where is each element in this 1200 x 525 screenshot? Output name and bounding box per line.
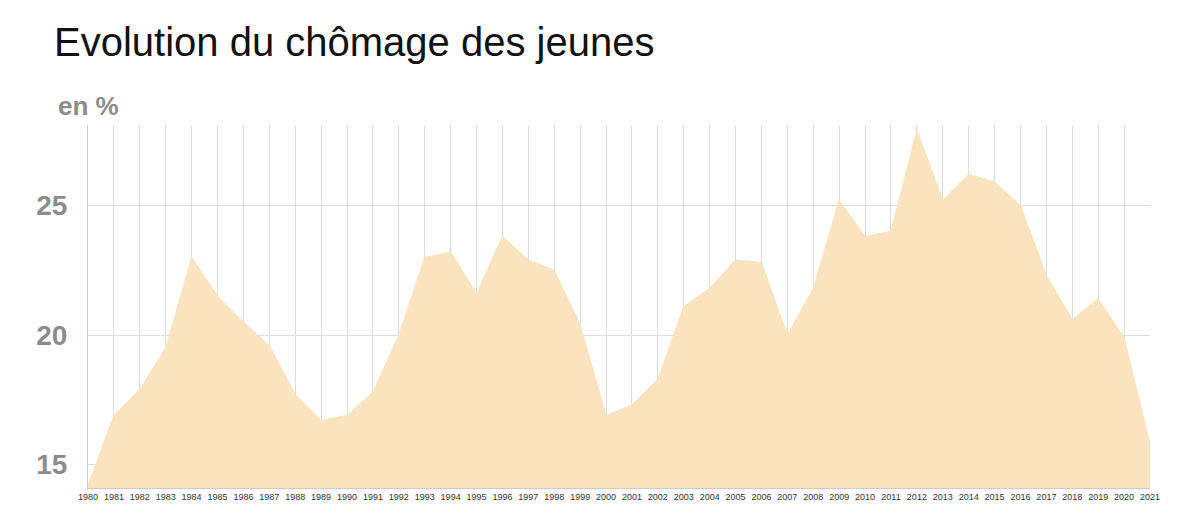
svg-text:2012: 2012 — [907, 492, 927, 502]
svg-text:1987: 1987 — [259, 492, 279, 502]
svg-text:1992: 1992 — [389, 492, 409, 502]
svg-text:1989: 1989 — [311, 492, 331, 502]
svg-text:1991: 1991 — [363, 492, 383, 502]
svg-text:1986: 1986 — [233, 492, 253, 502]
svg-text:1985: 1985 — [207, 492, 227, 502]
svg-text:2004: 2004 — [700, 492, 720, 502]
svg-text:2014: 2014 — [959, 492, 979, 502]
svg-text:2007: 2007 — [777, 492, 797, 502]
svg-text:1983: 1983 — [156, 492, 176, 502]
svg-text:2015: 2015 — [985, 492, 1005, 502]
svg-text:15: 15 — [36, 449, 67, 480]
svg-text:2013: 2013 — [933, 492, 953, 502]
svg-text:1997: 1997 — [518, 492, 538, 502]
svg-text:2021: 2021 — [1140, 492, 1160, 502]
svg-text:2005: 2005 — [726, 492, 746, 502]
svg-text:1993: 1993 — [415, 492, 435, 502]
svg-text:2006: 2006 — [751, 492, 771, 502]
svg-text:1981: 1981 — [104, 492, 124, 502]
svg-text:25: 25 — [36, 190, 67, 221]
svg-text:1980: 1980 — [78, 492, 98, 502]
svg-text:20: 20 — [36, 320, 67, 351]
svg-text:1995: 1995 — [467, 492, 487, 502]
svg-text:2019: 2019 — [1088, 492, 1108, 502]
svg-text:1998: 1998 — [544, 492, 564, 502]
svg-text:Evolution du chômage des jeune: Evolution du chômage des jeunes — [54, 20, 654, 64]
svg-text:2000: 2000 — [596, 492, 616, 502]
svg-text:2018: 2018 — [1062, 492, 1082, 502]
svg-text:2017: 2017 — [1036, 492, 1056, 502]
svg-text:1982: 1982 — [130, 492, 150, 502]
svg-text:2016: 2016 — [1010, 492, 1030, 502]
svg-text:2002: 2002 — [648, 492, 668, 502]
svg-text:2010: 2010 — [855, 492, 875, 502]
svg-text:2003: 2003 — [674, 492, 694, 502]
svg-text:2001: 2001 — [622, 492, 642, 502]
svg-text:2011: 2011 — [881, 492, 900, 502]
svg-text:1996: 1996 — [492, 492, 512, 502]
svg-text:1990: 1990 — [337, 492, 357, 502]
svg-text:1999: 1999 — [570, 492, 590, 502]
svg-text:en %: en % — [58, 91, 119, 121]
svg-text:2009: 2009 — [829, 492, 849, 502]
svg-text:1988: 1988 — [285, 492, 305, 502]
svg-text:2020: 2020 — [1114, 492, 1134, 502]
svg-text:2008: 2008 — [803, 492, 823, 502]
svg-text:1994: 1994 — [441, 492, 461, 502]
svg-text:1984: 1984 — [182, 492, 202, 502]
